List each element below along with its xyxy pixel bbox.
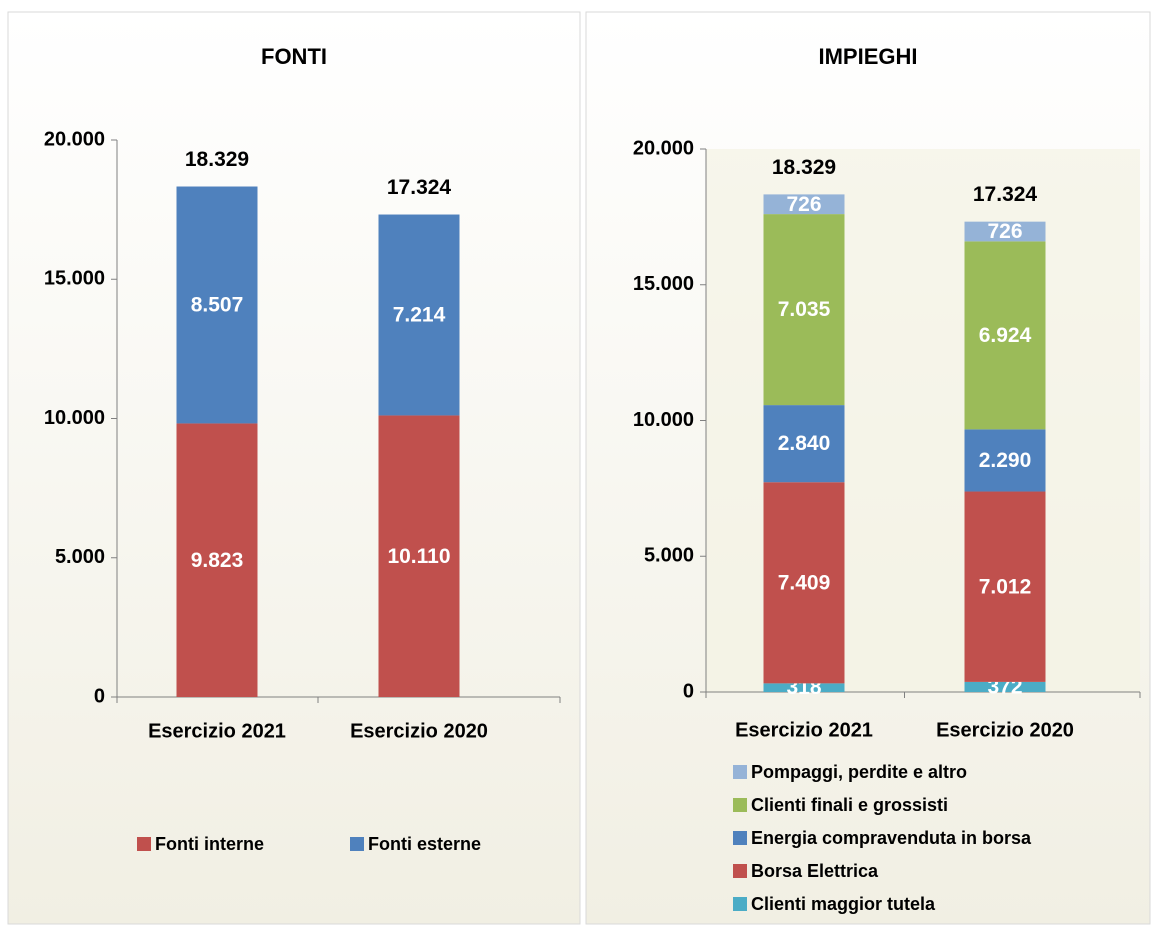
- y-tick-label: 20.000: [633, 137, 694, 159]
- y-tick-label: 5.000: [55, 546, 105, 568]
- legend-swatch: [733, 765, 747, 779]
- y-tick-label: 5.000: [644, 545, 694, 567]
- bar-segment: [964, 221, 1046, 242]
- legend-label: Clienti maggior tutela: [751, 894, 936, 914]
- y-tick-label: 15.000: [44, 268, 105, 290]
- bar-segment: [763, 482, 845, 684]
- total-label: 18.329: [772, 156, 836, 179]
- total-label: 17.324: [973, 183, 1038, 206]
- bar-segment: [763, 194, 845, 215]
- bar-segment: [964, 681, 1046, 692]
- legend-label: Clienti finali e grossisti: [751, 795, 948, 815]
- y-tick-label: 15.000: [633, 273, 694, 295]
- chart-title: IMPIEGHI: [818, 44, 917, 69]
- bar-segment: [763, 405, 845, 483]
- chart-title: FONTI: [261, 44, 327, 69]
- bar-segment: [964, 491, 1046, 682]
- bar-segment: [378, 415, 460, 697]
- bar-segment: [964, 241, 1046, 430]
- legend-label: Borsa Elettrica: [751, 861, 879, 881]
- legend-label: Pompaggi, perdite e altro: [751, 762, 967, 782]
- bar-segment: [763, 214, 845, 406]
- x-tick-label: Esercizio 2020: [350, 720, 488, 742]
- x-tick-label: Esercizio 2021: [148, 720, 286, 742]
- data-label: 2.290: [979, 449, 1032, 472]
- data-label: 9.823: [191, 549, 244, 572]
- legend-swatch: [137, 837, 151, 851]
- data-label: 6.924: [979, 324, 1032, 347]
- data-label: 7.035: [778, 298, 831, 321]
- legend-swatch: [733, 897, 747, 911]
- bar-segment: [176, 423, 258, 697]
- legend-label: Fonti esterne: [368, 834, 481, 854]
- y-tick-label: 20.000: [44, 128, 105, 150]
- bar-segment: [763, 683, 845, 692]
- total-label: 17.324: [387, 176, 452, 199]
- x-tick-label: Esercizio 2020: [936, 719, 1074, 741]
- data-label: 7.409: [778, 571, 831, 594]
- x-tick-label: Esercizio 2021: [735, 719, 873, 741]
- data-label: 7.214: [393, 304, 446, 327]
- data-label: 7.012: [979, 575, 1032, 598]
- legend-label: Energia compravenduta in borsa: [751, 828, 1032, 848]
- y-tick-label: 10.000: [633, 409, 694, 431]
- y-tick-label: 0: [94, 685, 105, 707]
- y-tick-label: 10.000: [44, 407, 105, 429]
- legend-swatch: [350, 837, 364, 851]
- data-label: 10.110: [387, 545, 450, 568]
- bar-segment: [378, 214, 460, 416]
- data-label: 8.507: [191, 294, 244, 317]
- data-label: 2.840: [778, 432, 831, 455]
- bar-segment: [176, 186, 258, 424]
- legend-swatch: [733, 864, 747, 878]
- y-tick-label: 0: [683, 680, 694, 702]
- data-label: 726: [987, 220, 1022, 243]
- panel: [7, 11, 581, 925]
- legend-swatch: [733, 831, 747, 845]
- data-label: 726: [786, 193, 821, 216]
- legend-label: Fonti interne: [155, 834, 264, 854]
- bar-segment: [964, 429, 1046, 492]
- total-label: 18.329: [185, 148, 249, 171]
- legend-swatch: [733, 798, 747, 812]
